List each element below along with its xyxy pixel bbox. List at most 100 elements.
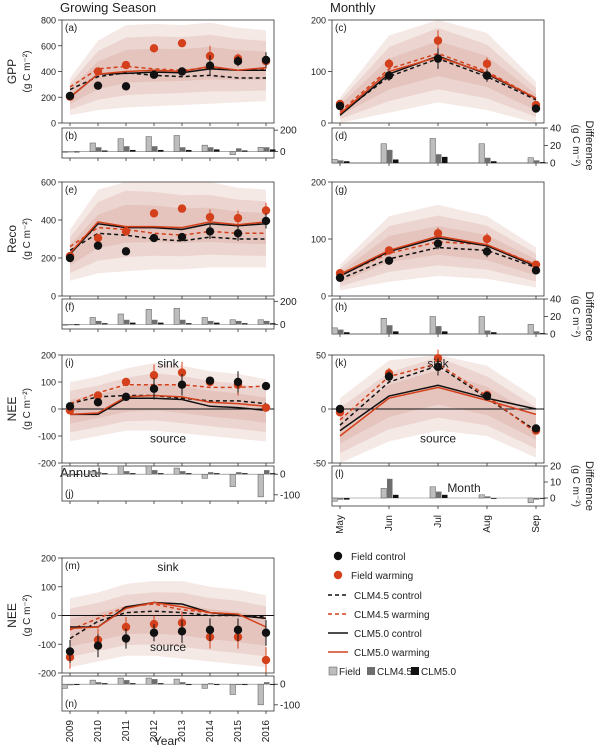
bar-field-n bbox=[201, 683, 208, 689]
bar-field-f bbox=[117, 313, 124, 325]
point-field-control-m bbox=[121, 634, 131, 643]
bar-clm5-0-l bbox=[491, 498, 497, 499]
bar-clm5-0-n bbox=[158, 683, 164, 685]
y-tick-label-k: 0 bbox=[321, 405, 326, 415]
bar-clm5-0-h bbox=[442, 331, 448, 334]
model-spread-band-m-1 bbox=[70, 592, 266, 657]
model-spread-band-c-1 bbox=[340, 27, 536, 120]
bar-field-l bbox=[527, 497, 534, 504]
point-field-control-a bbox=[205, 61, 215, 70]
bar-clm4-5-d bbox=[485, 157, 491, 163]
legend-clm50-control: CLM5.0 control bbox=[354, 629, 422, 640]
panel-k: -50 0 50 (k) sink source bbox=[313, 349, 545, 469]
bar-clm4-5-f bbox=[96, 320, 102, 325]
bar-clm4-5-n bbox=[68, 684, 74, 686]
bar-clm5-0-n bbox=[270, 684, 276, 686]
point-field-control-e bbox=[233, 229, 243, 238]
x-tick-label-l: May bbox=[335, 515, 346, 534]
panel-m: -200 -100 0 100 200 (m) sink source NEE (g C m⁻²) bbox=[5, 554, 275, 679]
bar-field-b bbox=[201, 144, 208, 152]
bar-clm4-5-f bbox=[180, 319, 186, 325]
bar-field-d bbox=[527, 157, 534, 164]
point-field-control-k bbox=[384, 372, 394, 381]
point-field-control-m bbox=[149, 628, 159, 637]
bar-clm5-0-b bbox=[74, 151, 80, 153]
bar-field-f bbox=[61, 324, 68, 326]
y-tick-label-k: -50 bbox=[313, 459, 326, 469]
bar-clm5-0-f bbox=[186, 323, 192, 325]
y-tick-label-c: 0 bbox=[321, 119, 326, 129]
bar-clm4-5-h bbox=[338, 329, 344, 334]
bar-clm5-0-f bbox=[102, 323, 108, 325]
bar-field-n bbox=[145, 677, 152, 685]
point-field-control-k bbox=[482, 391, 492, 401]
bar-clm5-0-f bbox=[158, 322, 164, 325]
series-line-clm4-5-warming-c bbox=[339, 52, 537, 113]
bar-field-f bbox=[145, 309, 152, 325]
legend-field-control-marker bbox=[333, 551, 343, 561]
bar-clm5-0-h bbox=[393, 331, 399, 334]
point-field-control-a bbox=[121, 82, 131, 91]
point-field-control-m bbox=[93, 641, 103, 650]
point-field-control-i bbox=[121, 392, 131, 402]
panel-label-i: (i) bbox=[65, 358, 74, 369]
title-growing-season: Growing Season bbox=[60, 0, 156, 15]
y-tick-label-m: 200 bbox=[41, 554, 56, 564]
panel-h: 0 20 40 (h) Difference(g C m⁻²) bbox=[331, 292, 595, 341]
bar-field-f bbox=[201, 317, 208, 325]
bar-field-l bbox=[429, 486, 436, 499]
y-tick-label-i: -100 bbox=[38, 432, 56, 442]
bar-clm4-5-f bbox=[124, 319, 130, 325]
series-line-clm5-0-control-k bbox=[339, 384, 537, 432]
bar-field-n bbox=[89, 679, 96, 685]
bar-clm4-5-f bbox=[236, 320, 242, 325]
panel-j: 0 -100 (j) bbox=[61, 465, 300, 504]
panel-d: 0 20 40 (d) Difference(g C m⁻²) bbox=[331, 121, 595, 170]
annotation-source-k: source bbox=[420, 432, 456, 446]
bar-clm5-0-l bbox=[442, 494, 448, 498]
point-field-warming-e bbox=[261, 206, 271, 215]
y-tick-label-g: 0 bbox=[321, 292, 326, 302]
bar-field-j bbox=[173, 467, 180, 475]
bar-clm5-0-d bbox=[540, 162, 546, 163]
point-field-warming-g bbox=[384, 246, 394, 255]
bar-field-f bbox=[257, 319, 264, 325]
x-tick-label-n: 2013 bbox=[177, 720, 188, 743]
bar-clm5-0-j bbox=[74, 474, 80, 476]
point-field-control-m bbox=[177, 627, 187, 636]
bar-clm4-5-n bbox=[180, 682, 186, 685]
bar-field-d bbox=[429, 138, 436, 164]
bar-clm5-0-f bbox=[74, 324, 80, 326]
bar-clm5-0-b bbox=[186, 149, 192, 152]
series-line-clm4-5-control-a bbox=[69, 72, 266, 91]
bar-clm4-5-j bbox=[180, 471, 186, 475]
panel-b: 0 200 (b) bbox=[61, 126, 297, 161]
point-field-warming-e bbox=[205, 212, 215, 222]
bar-clm4-5-d bbox=[387, 149, 393, 163]
point-field-control-a bbox=[65, 91, 75, 101]
legend-clm45-control: CLM4.5 control bbox=[354, 591, 422, 602]
model-spread-band-c-0 bbox=[340, 20, 536, 123]
y-tick-label-c: 200 bbox=[311, 16, 326, 26]
point-field-control-g bbox=[531, 266, 541, 275]
panel-c: 0 100 200 (c) bbox=[311, 16, 545, 129]
bar-clm5-0-n bbox=[130, 683, 136, 685]
point-field-control-a bbox=[149, 70, 159, 79]
bar-clm4-5-j bbox=[236, 472, 242, 475]
ylabel-e: Reco bbox=[5, 225, 19, 253]
panel-e: 0 200 400 600 (e) Reco (g C m⁻²) bbox=[5, 178, 275, 302]
point-field-control-i bbox=[149, 384, 159, 393]
point-field-control-m bbox=[65, 647, 75, 656]
ylabel-a: GPP bbox=[5, 59, 19, 84]
bar-clm5-0-b bbox=[270, 149, 276, 152]
panel-label-f: (f) bbox=[65, 302, 74, 313]
y-tick-label-l: 10 bbox=[550, 478, 562, 489]
point-field-warming-i bbox=[261, 403, 271, 412]
bar-clm4-5-d bbox=[338, 160, 344, 163]
bar-clm5-0-f bbox=[214, 322, 220, 325]
bar-clm5-0-j bbox=[242, 473, 248, 475]
y-tick-label-c: 100 bbox=[311, 67, 326, 77]
point-field-control-c bbox=[531, 104, 541, 113]
